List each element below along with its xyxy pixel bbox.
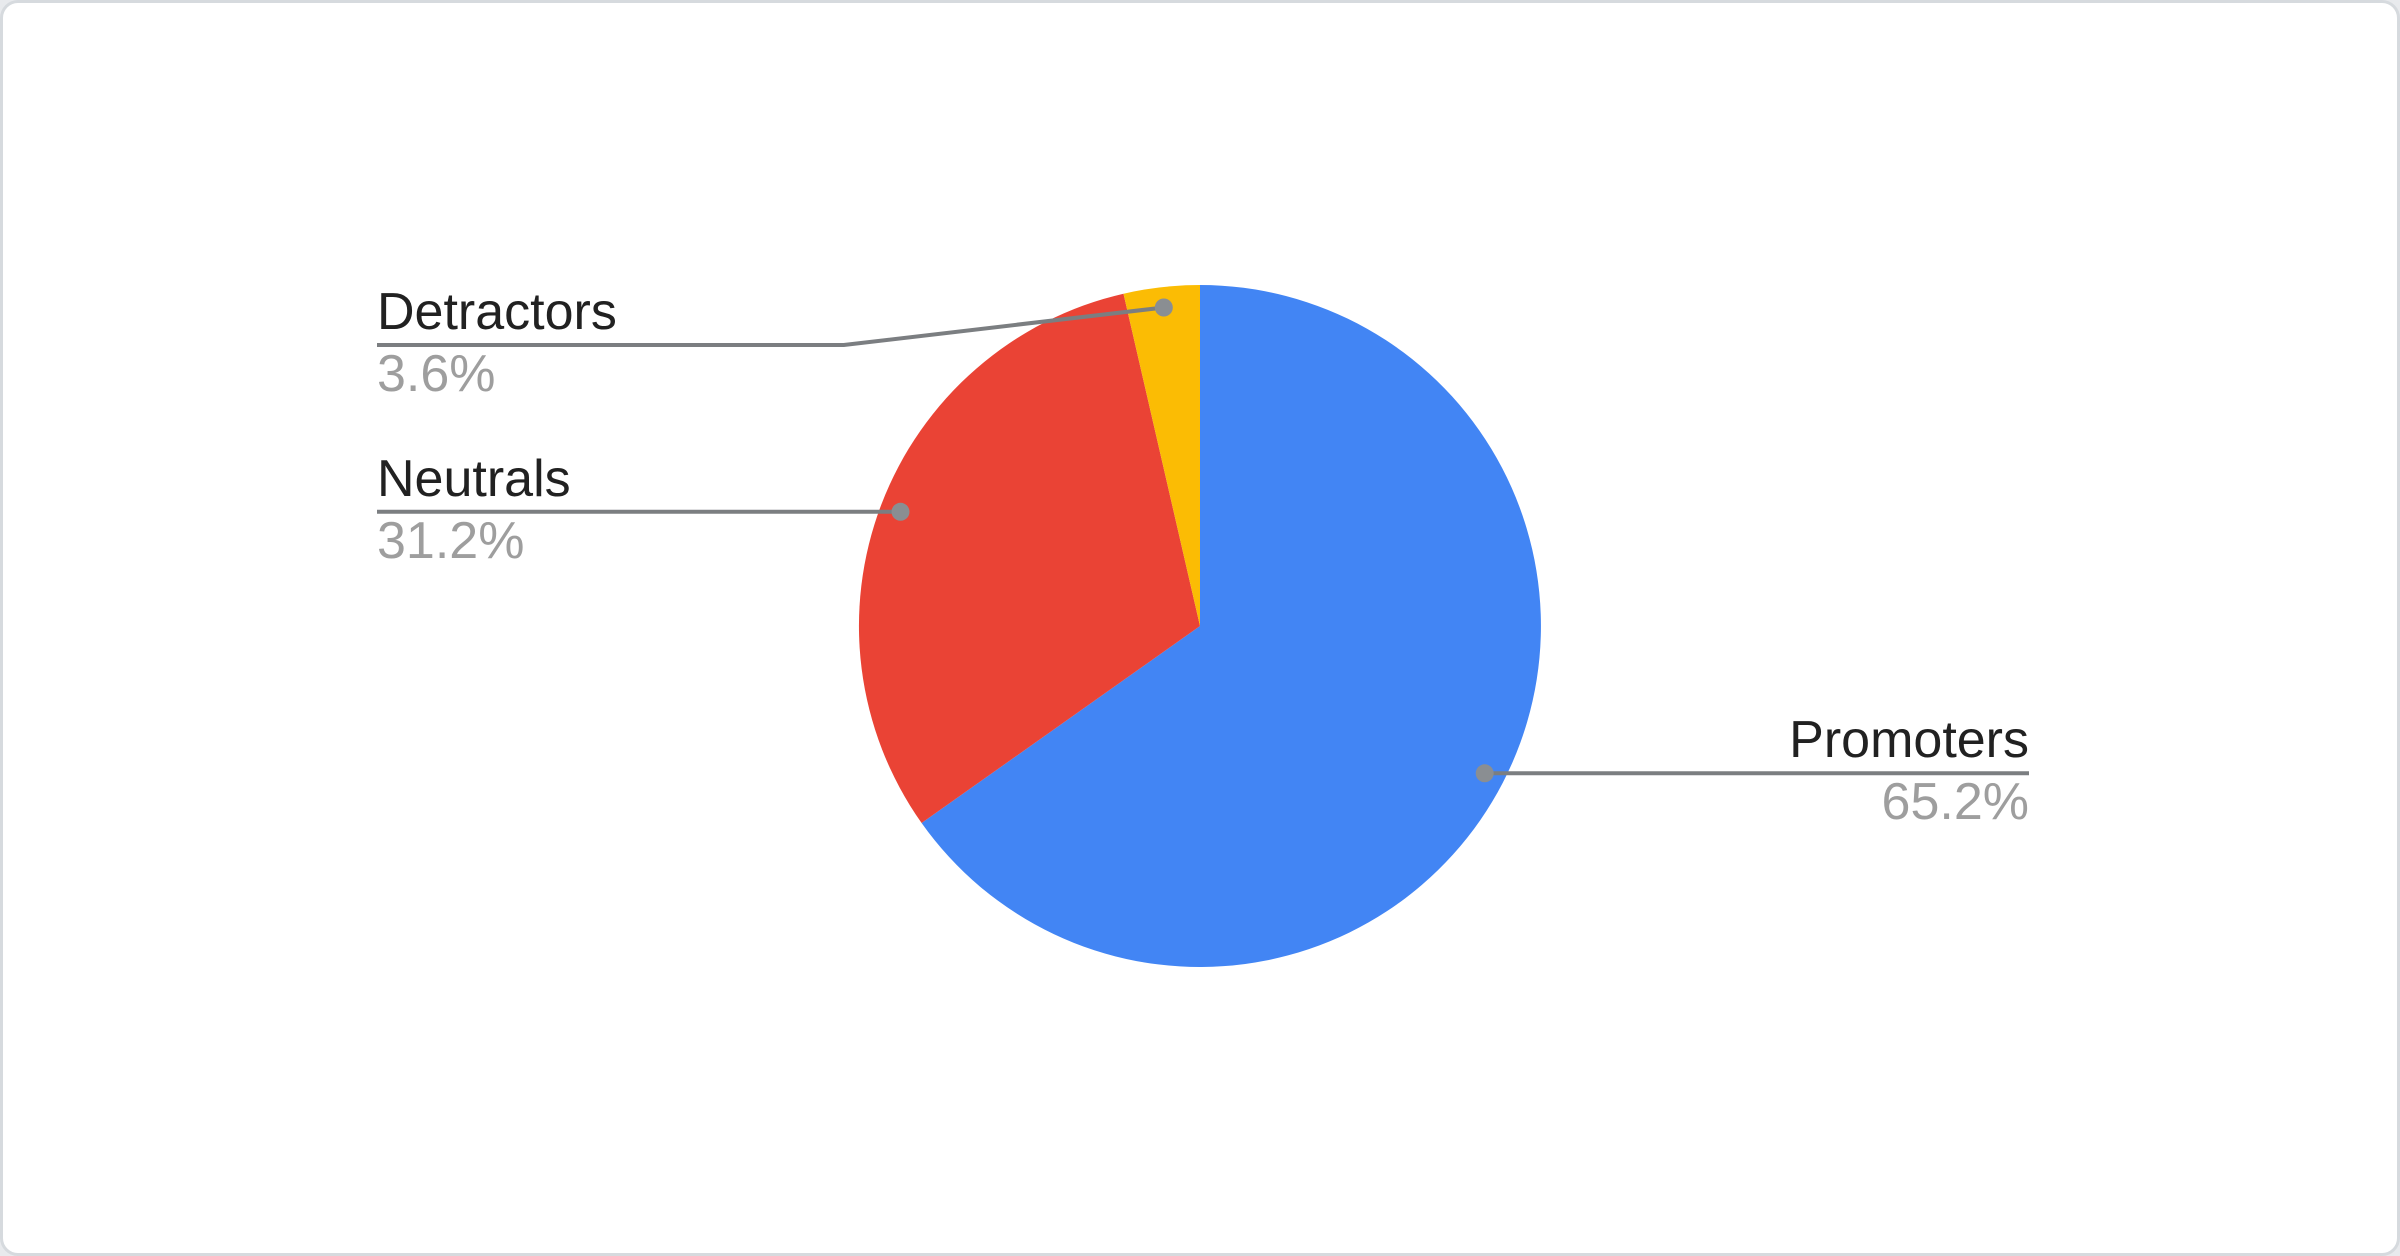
leader-dot [1154,298,1173,317]
pie-slice-neutrals[interactable] [858,293,1200,823]
pie-slice-label: Detractors [377,283,617,341]
pie-slice-label: Promoters [1789,711,2029,770]
pie-slice-detractors[interactable] [1123,285,1201,626]
pie-slice-percent: 31.2% [377,511,525,570]
leader-dot [1475,764,1494,783]
pie-slice-percent: 3.6% [377,345,496,403]
pie-slice-promoters[interactable] [921,285,1541,967]
leader-line [377,305,1165,347]
pie-slice-percent: 65.2% [1881,773,2029,832]
pie-slice-label: Neutrals [377,449,571,508]
leader-dot [891,502,910,521]
